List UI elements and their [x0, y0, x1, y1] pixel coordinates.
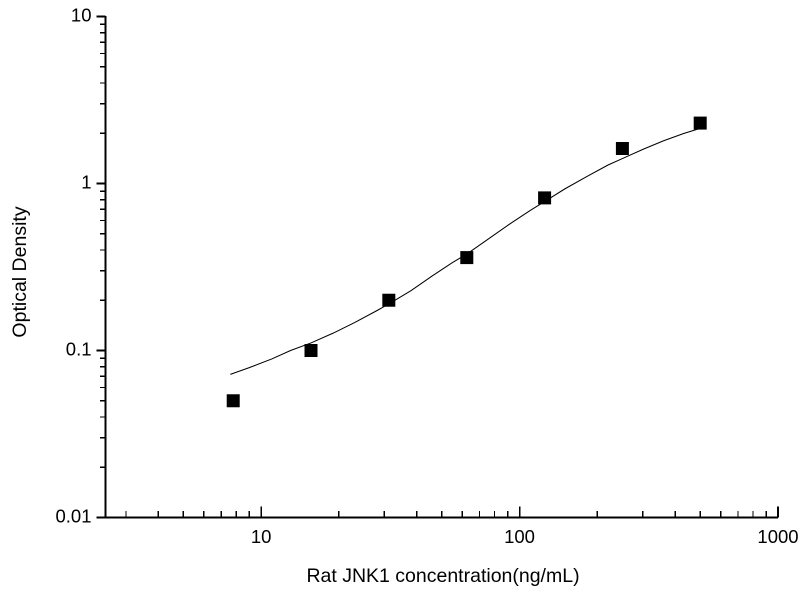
- x-axis-major-ticks: [260, 506, 779, 518]
- y-axis-major-ticks: [96, 15, 106, 519]
- data-point: [615, 142, 629, 156]
- data-point: [693, 116, 707, 130]
- x-tick-label: 100: [504, 526, 535, 547]
- y-tick-label: 1: [81, 171, 91, 192]
- data-point: [382, 293, 396, 307]
- data-point: [460, 251, 474, 265]
- x-axis-minor-ticks: [125, 511, 767, 518]
- data-point: [226, 394, 240, 408]
- x-axis-title: Rat JNK1 concentration(ng/mL): [306, 565, 579, 587]
- x-tick-label: 10: [251, 526, 272, 547]
- y-axis-title: Optical Density: [9, 206, 31, 337]
- data-point: [304, 344, 318, 357]
- y-tick-label: 10: [71, 4, 92, 25]
- x-axis-tick-labels: 10 100 1000: [251, 526, 799, 547]
- y-axis-minor-ticks: [100, 23, 106, 468]
- y-axis-tick-labels: 0.01 0.1 1 10: [55, 4, 91, 526]
- y-tick-label: 0.1: [66, 338, 92, 359]
- x-tick-label: 1000: [757, 526, 798, 547]
- data-point-markers: [226, 116, 707, 408]
- y-tick-label: 0.01: [55, 505, 91, 526]
- data-point: [538, 191, 552, 205]
